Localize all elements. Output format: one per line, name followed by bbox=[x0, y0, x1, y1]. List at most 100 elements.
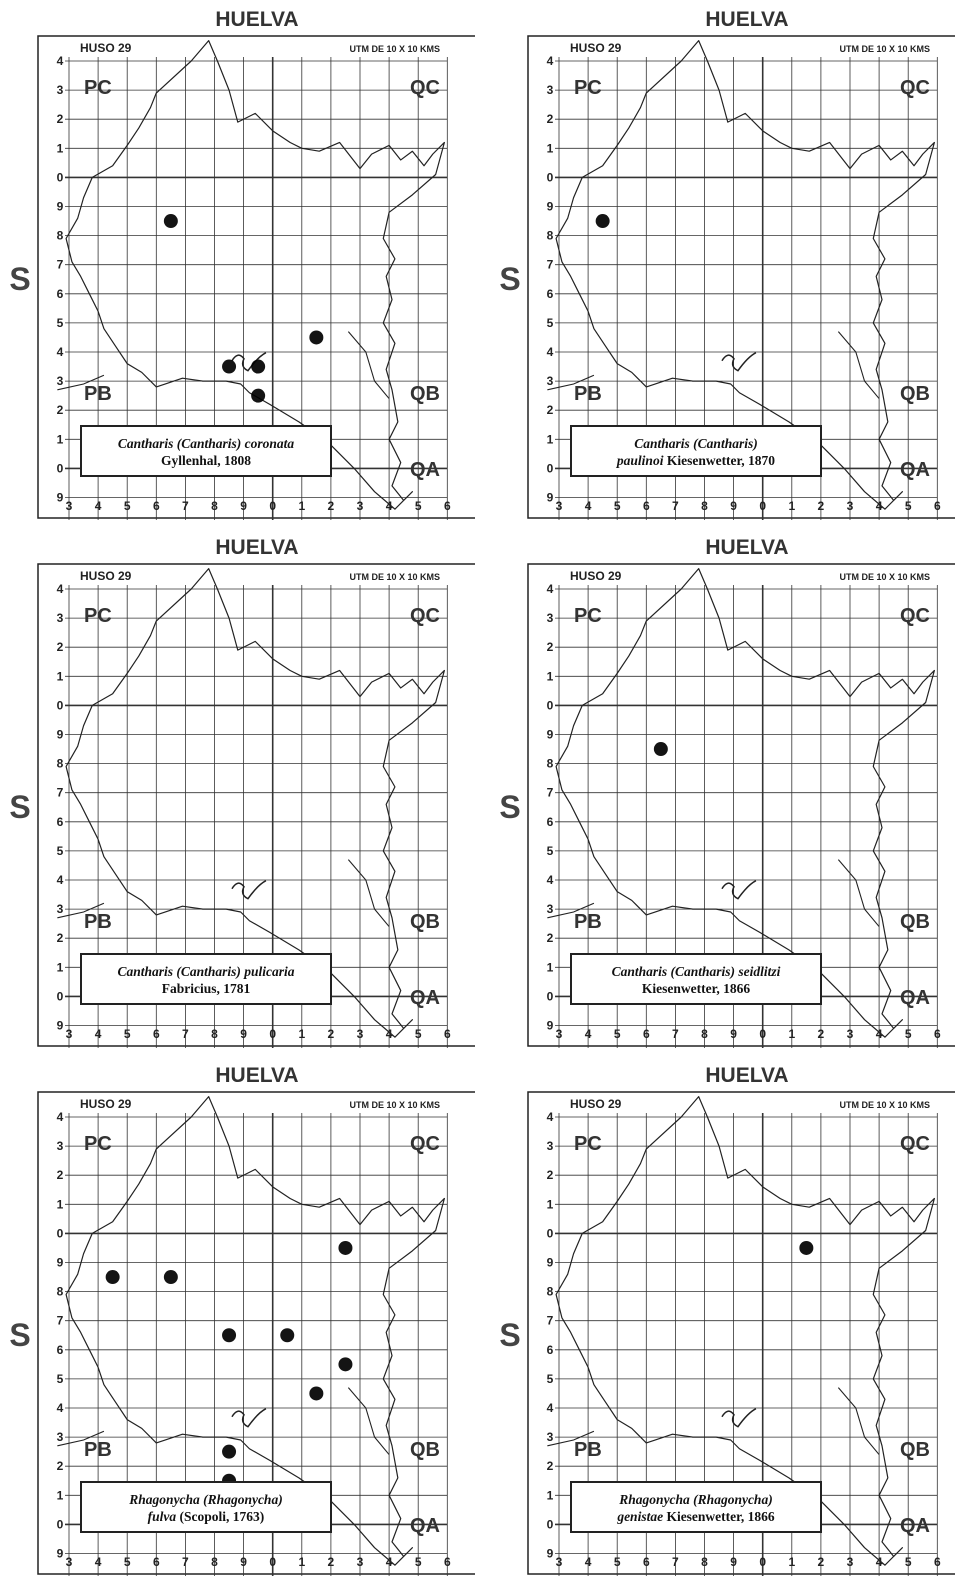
y-tick-label: 0 bbox=[547, 461, 554, 475]
y-tick-label: 8 bbox=[547, 1285, 554, 1299]
zone-label: HUSO 29 bbox=[80, 41, 132, 55]
quadrant-label-qa: QA bbox=[410, 459, 440, 481]
grid-label: UTM DE 10 X 10 KMS bbox=[839, 44, 930, 54]
y-tick-label: 2 bbox=[57, 640, 64, 654]
x-tick-label: 6 bbox=[444, 499, 451, 513]
y-tick-label: 7 bbox=[57, 1314, 64, 1328]
map-title: HUELVA bbox=[215, 536, 298, 559]
y-tick-label: 7 bbox=[547, 258, 554, 272]
x-tick-label: 2 bbox=[818, 1555, 825, 1569]
occurrence-dot bbox=[251, 389, 265, 403]
y-tick-label: 3 bbox=[57, 1139, 64, 1153]
x-tick-label: 4 bbox=[95, 1555, 102, 1569]
x-tick-label: 5 bbox=[614, 1027, 621, 1041]
species-epithet: genistae bbox=[617, 1509, 663, 1524]
quadrant-label-pb: PB bbox=[84, 1439, 112, 1461]
x-tick-label: 8 bbox=[701, 1027, 708, 1041]
species-author: Kiesenwetter, 1866 bbox=[663, 1509, 775, 1524]
y-tick-label: 9 bbox=[547, 1256, 554, 1270]
quadrant-label-qc: QC bbox=[900, 77, 930, 99]
x-tick-label: 4 bbox=[95, 499, 102, 513]
species-author-line: Fabricius, 1781 bbox=[82, 980, 330, 997]
river-line bbox=[348, 1388, 389, 1455]
x-tick-label: 3 bbox=[66, 1027, 73, 1041]
occurrence-dot bbox=[799, 1241, 813, 1255]
x-tick-label: 6 bbox=[153, 499, 160, 513]
x-tick-label: 0 bbox=[759, 499, 766, 513]
species-name: Rhagonycha (Rhagonycha) bbox=[82, 1491, 330, 1508]
x-tick-label: 3 bbox=[556, 499, 563, 513]
x-tick-label: 6 bbox=[934, 499, 941, 513]
y-tick-label: 4 bbox=[547, 873, 554, 887]
species-caption: Cantharis (Cantharis)paulinoi Kiesenwett… bbox=[570, 425, 822, 477]
y-tick-label: 5 bbox=[547, 1372, 554, 1386]
y-tick-label: 6 bbox=[547, 1343, 554, 1357]
y-tick-label: 2 bbox=[57, 112, 64, 126]
river-line bbox=[348, 332, 389, 399]
x-tick-label: 8 bbox=[211, 499, 218, 513]
quadrant-label-qb: QB bbox=[410, 383, 440, 405]
x-tick-label: 4 bbox=[585, 1027, 592, 1041]
y-tick-label: 2 bbox=[57, 931, 64, 945]
y-tick-label: 1 bbox=[57, 669, 64, 683]
y-tick-label: 0 bbox=[57, 989, 64, 1003]
y-tick-label: 2 bbox=[57, 1168, 64, 1182]
y-tick-label: 4 bbox=[547, 345, 554, 359]
y-tick-label: 9 bbox=[57, 728, 64, 742]
species-name: Cantharis (Cantharis) seidlitzi bbox=[572, 963, 820, 980]
quadrant-label-qb: QB bbox=[900, 383, 930, 405]
y-tick-label: 1 bbox=[547, 1488, 554, 1502]
y-tick-label: 9 bbox=[547, 1019, 554, 1033]
x-tick-label: 3 bbox=[357, 1027, 364, 1041]
species-author: (Scopoli, 1763) bbox=[176, 1509, 264, 1524]
y-tick-label: 8 bbox=[57, 757, 64, 771]
x-tick-label: 1 bbox=[788, 499, 795, 513]
y-tick-label: 4 bbox=[57, 345, 64, 359]
x-tick-label: 5 bbox=[905, 499, 912, 513]
y-tick-label: 7 bbox=[57, 786, 64, 800]
x-tick-label: 4 bbox=[585, 1555, 592, 1569]
occurrence-dot bbox=[654, 742, 668, 756]
quadrant-label-pb: PB bbox=[84, 383, 112, 405]
side-label: S bbox=[499, 261, 520, 297]
x-tick-label: 5 bbox=[905, 1027, 912, 1041]
zone-label: HUSO 29 bbox=[570, 569, 622, 583]
y-tick-label: 3 bbox=[547, 1139, 554, 1153]
side-label: S bbox=[9, 261, 30, 297]
y-tick-label: 8 bbox=[547, 229, 554, 243]
x-tick-label: 0 bbox=[759, 1027, 766, 1041]
occurrence-dot bbox=[222, 1328, 236, 1342]
x-tick-label: 0 bbox=[269, 1027, 276, 1041]
y-tick-label: 1 bbox=[57, 960, 64, 974]
grid-label: UTM DE 10 X 10 KMS bbox=[839, 572, 930, 582]
x-tick-label: 6 bbox=[444, 1027, 451, 1041]
x-tick-label: 9 bbox=[240, 1027, 247, 1041]
species-caption: Rhagonycha (Rhagonycha)genistae Kiesenwe… bbox=[570, 1481, 822, 1533]
grid-label: UTM DE 10 X 10 KMS bbox=[349, 44, 440, 54]
quadrant-label-qc: QC bbox=[410, 605, 440, 627]
species-author-line: Kiesenwetter, 1866 bbox=[572, 980, 820, 997]
species-author-line: fulva (Scopoli, 1763) bbox=[82, 1508, 330, 1525]
y-tick-label: 5 bbox=[57, 844, 64, 858]
species-name: Cantharis (Cantharis) pulicaria bbox=[82, 963, 330, 980]
x-tick-label: 1 bbox=[788, 1555, 795, 1569]
map-title: HUELVA bbox=[705, 1064, 788, 1087]
x-tick-label: 7 bbox=[672, 1555, 679, 1569]
species-author: Kiesenwetter, 1866 bbox=[642, 981, 750, 996]
x-tick-label: 5 bbox=[905, 1555, 912, 1569]
y-tick-label: 3 bbox=[547, 611, 554, 625]
x-tick-label: 7 bbox=[672, 1027, 679, 1041]
y-tick-label: 9 bbox=[57, 200, 64, 214]
species-author-line: genistae Kiesenwetter, 1866 bbox=[572, 1508, 820, 1525]
species-author: Fabricius, 1781 bbox=[162, 981, 251, 996]
quadrant-label-qa: QA bbox=[410, 1515, 440, 1537]
x-tick-label: 9 bbox=[240, 499, 247, 513]
x-tick-label: 5 bbox=[415, 499, 422, 513]
x-tick-label: 4 bbox=[585, 499, 592, 513]
y-tick-label: 4 bbox=[57, 54, 64, 68]
quadrant-label-pc: PC bbox=[84, 605, 112, 627]
x-tick-label: 5 bbox=[124, 499, 131, 513]
quadrant-label-pb: PB bbox=[574, 383, 602, 405]
y-tick-label: 3 bbox=[547, 902, 554, 916]
zone-label: HUSO 29 bbox=[80, 569, 132, 583]
